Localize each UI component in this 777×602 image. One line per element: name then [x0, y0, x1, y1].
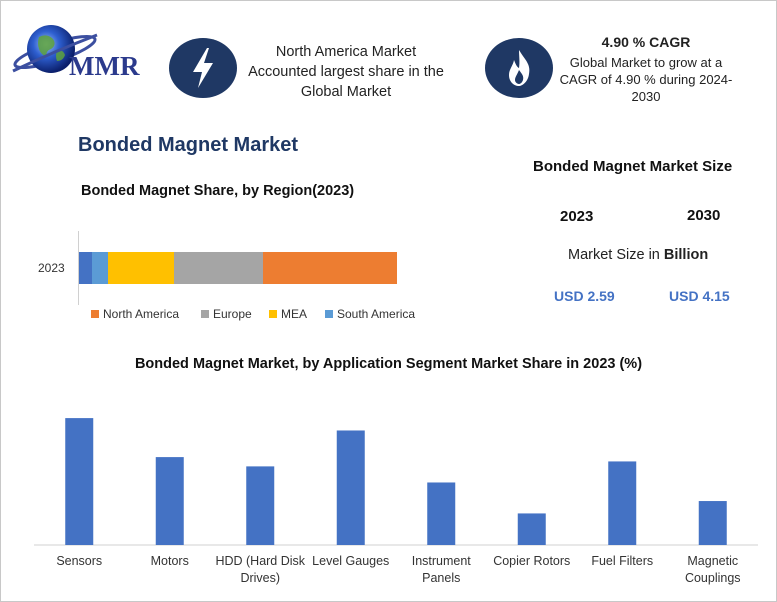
legend-label: South America — [337, 307, 416, 321]
unit-prefix: Market Size in — [568, 247, 660, 263]
legend-swatch — [269, 310, 277, 318]
region-legend: North America Europe MEA South America — [91, 307, 431, 323]
region-stacked-bar — [79, 252, 397, 284]
bar-fuel-filters — [608, 461, 637, 545]
category-label: Level Gauges — [312, 554, 389, 568]
category-label: Sensors — [56, 554, 102, 568]
lightning-bolt-icon — [169, 38, 237, 98]
bar-level-gauges — [336, 430, 365, 545]
legend-item-europe: Europe — [201, 307, 252, 321]
bar-sensors — [65, 418, 94, 545]
category-label: Magnetic Couplings — [685, 554, 741, 585]
application-bar-chart: Sensors Motors HDD (Hard Disk Drives) Level … — [34, 418, 758, 585]
region-bar-segment-europe — [174, 252, 264, 284]
region-bar-segment-north-america — [263, 252, 397, 284]
legend-item-north-america: North America — [91, 307, 179, 321]
legend-swatch — [91, 310, 99, 318]
region-chart-title: Bonded Magnet Share, by Region(2023) — [81, 183, 355, 199]
page-title: Bonded Magnet Market — [78, 134, 299, 156]
unit-bold: Billion — [663, 247, 709, 263]
bar-instrument-panels — [427, 482, 456, 545]
globe-logo-icon — [12, 25, 98, 73]
region-bar-segment-mea — [107, 252, 175, 284]
year-end: 2030 — [687, 207, 721, 224]
category-label: HDD (Hard Disk Drives) — [215, 554, 305, 585]
category-label: Fuel Filters — [591, 554, 653, 568]
value-end: USD 4.15 — [669, 288, 730, 304]
category-label: Instrument Panels — [412, 554, 472, 585]
bar-magnetic-couplings — [698, 501, 727, 545]
legend-swatch — [325, 310, 333, 318]
market-size-title: Bonded Magnet Market Size — [533, 158, 733, 175]
brand-name: MMR — [69, 51, 140, 81]
cagr-text: Global Market to grow at a CAGR of 4.90 … — [559, 55, 733, 104]
bar-motors — [155, 457, 184, 545]
cagr-title: 4.90 % CAGR — [601, 34, 691, 50]
region-year-tick: 2023 — [38, 261, 65, 275]
region-bar-segment-south-america — [91, 252, 108, 284]
region-chart-axis — [78, 231, 79, 305]
legend-label: North America — [103, 307, 180, 321]
flame-icon — [485, 38, 553, 98]
legend-item-south-america: South America — [325, 307, 415, 321]
region-bar-segment-other — [79, 252, 92, 284]
value-start: USD 2.59 — [554, 288, 615, 304]
bar-copier-rotors — [517, 513, 546, 545]
category-label: Motors — [151, 554, 189, 568]
legend-item-mea: MEA — [269, 307, 307, 321]
market-size-unit: Market Size in Billion — [568, 247, 708, 263]
legend-label: MEA — [281, 307, 308, 321]
legend-label: Europe — [213, 307, 252, 321]
category-label: Copier Rotors — [493, 554, 570, 568]
year-start: 2023 — [560, 208, 594, 225]
bar-hdd-hard-disk-drives — [246, 466, 275, 545]
legend-swatch — [201, 310, 209, 318]
highlight-text: North America Market Accounted largest s… — [248, 44, 444, 100]
application-chart-title: Bonded Magnet Market, by Application Seg… — [134, 356, 643, 372]
